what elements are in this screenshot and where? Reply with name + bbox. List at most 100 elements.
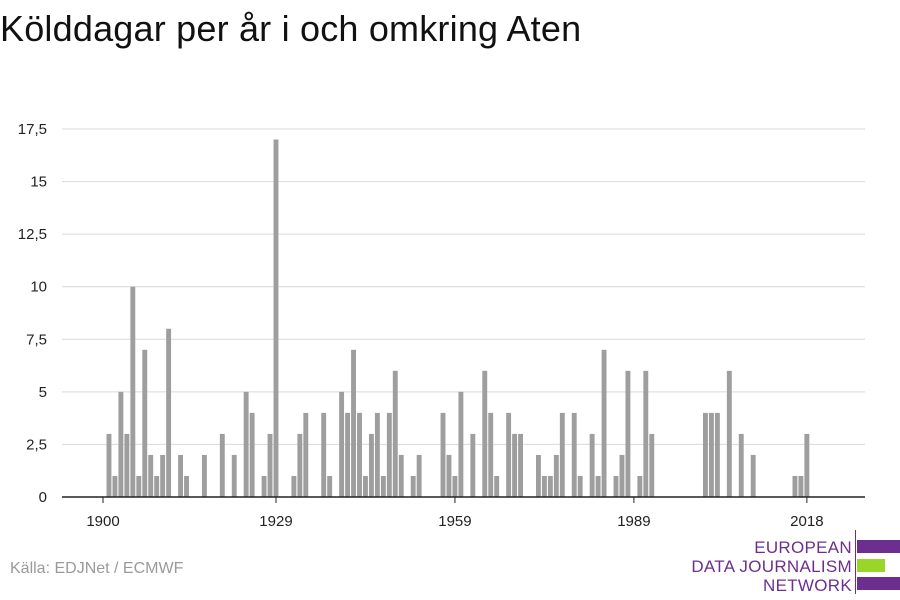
bar-1944 [363,475,368,497]
bar-1968 [506,412,512,497]
logo-bar-1 [857,540,900,553]
y-tick-label: 5 [39,384,47,401]
bar-1953 [416,454,422,497]
bars [106,139,810,497]
bar-1922 [231,454,237,497]
bar-1902 [112,475,118,497]
bar-1992 [649,433,655,497]
bar-2005 [726,370,732,497]
bar-1938 [327,475,333,497]
bar-1901 [106,433,112,497]
bar-1974 [541,475,547,497]
bar-1973 [535,454,541,497]
logo-bar-2 [857,559,885,572]
bar-1945 [368,433,374,497]
bar-1910 [160,454,166,497]
bar-1957 [440,412,446,497]
bar-1928 [267,433,273,497]
y-tick-label: 15 [30,174,47,191]
bar-1927 [261,475,267,497]
bar-1913 [178,454,183,497]
bar-1911 [166,328,172,497]
bar-1909 [154,475,160,497]
bar-2018 [804,433,810,497]
bar-1905 [130,286,136,497]
bar-1991 [643,370,649,497]
bar-1950 [398,454,404,497]
bar-1958 [446,454,452,497]
bar-1924 [243,391,249,497]
bar-1966 [494,475,500,497]
y-tick-label: 2,5 [26,436,47,453]
bar-1933 [297,433,303,497]
logo-bar-3 [857,577,900,590]
bar-1987 [619,454,625,497]
bar-1976 [553,454,559,497]
bar-1937 [321,412,327,497]
logo-line-3: NETWORK [763,576,852,595]
bar-1934 [303,412,309,497]
source-note: Källa: EDJNet / ECMWF [10,560,184,577]
bar-1908 [148,454,154,497]
bar-1984 [601,349,607,497]
bar-1980 [577,475,583,497]
bar-1970 [518,433,523,497]
x-tick-label: 1929 [259,513,292,530]
bar-2009 [750,454,756,497]
bar-1975 [547,475,553,497]
bar-2002 [708,412,714,497]
bar-2016 [792,475,798,497]
bar-1929 [273,139,279,497]
bar-1914 [184,475,189,497]
bar-1903 [118,391,124,497]
bar-1932 [291,475,297,497]
bar-1917 [201,454,207,497]
bar-1907 [142,349,148,497]
bar-1982 [589,433,595,497]
bar-1986 [613,475,619,497]
bar-1947 [380,475,386,497]
bar-1948 [386,412,392,497]
bar-1946 [374,412,380,497]
bar-1988 [625,370,631,497]
gridlines [62,128,865,445]
bar-1925 [249,412,255,497]
logo-line-2: DATA JOURNALISM [691,557,852,576]
x-tick-label: 1959 [438,513,471,530]
bar-2017 [798,475,804,497]
bar-1959 [452,475,458,497]
chart-title: Kölddagar per år i och omkring Aten [0,8,582,49]
bar-1904 [124,433,130,497]
bar-chart: 0 2,5 5 7,5 10 12,5 15 17,5 1900 1929 1959 1989 201… [18,121,865,530]
bar-1964 [482,370,488,497]
y-tick-label: 7,5 [26,331,47,348]
bar-1960 [458,391,464,497]
x-tick-label: 2018 [790,513,823,530]
logo-line-1: EUROPEAN [754,538,852,557]
bar-1983 [595,475,601,497]
bar-2007 [738,433,744,497]
bar-1906 [136,475,142,497]
y-tick-label: 10 [30,279,47,296]
bar-1949 [392,370,398,497]
bar-1941 [345,412,351,497]
bar-1977 [559,412,565,497]
bar-1990 [637,475,643,497]
y-tick-label: 0 [39,489,47,506]
edjnet-logo: EUROPEAN DATA JOURNALISM NETWORK [691,530,900,595]
bar-1979 [571,412,577,497]
bar-2003 [714,412,720,497]
x-tick-label: 1900 [86,513,119,530]
x-axis: 1900 1929 1959 1989 2018 [62,496,865,530]
bar-1952 [410,475,416,497]
bar-1942 [351,349,356,497]
bar-1962 [470,433,476,497]
bar-1943 [357,412,362,497]
bar-1940 [339,391,345,497]
y-tick-label: 17,5 [18,121,47,138]
bar-1965 [488,412,494,497]
bar-1920 [219,433,225,497]
logo-divider [855,530,856,594]
y-tick-label: 12,5 [18,226,47,243]
x-tick-label: 1989 [617,513,650,530]
